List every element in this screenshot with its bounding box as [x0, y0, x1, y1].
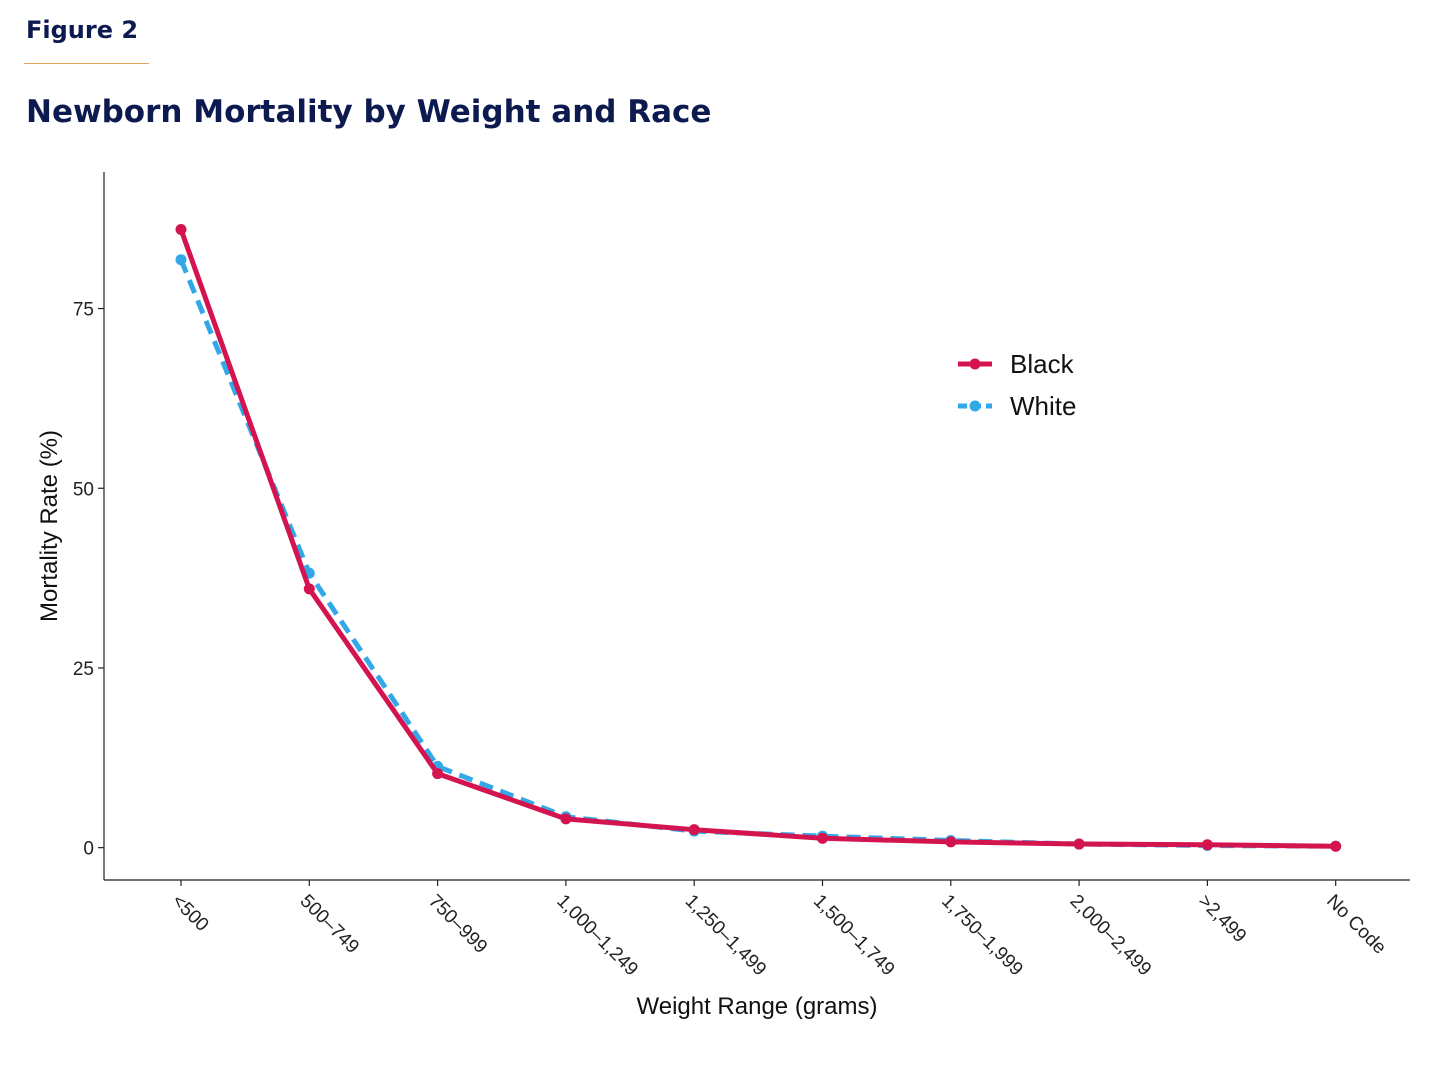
data-point-black	[817, 832, 828, 844]
x-tick-label: 1,750–1,999	[937, 891, 1027, 981]
chart-legend: Black White	[958, 349, 1076, 421]
y-tick-label: 25	[73, 659, 94, 680]
x-tick-label: No Code	[1322, 891, 1390, 959]
x-tick-label: 2,000–2,499	[1066, 891, 1156, 981]
data-point-black	[175, 224, 187, 236]
data-point-black	[560, 813, 572, 825]
x-tick-label: <500	[167, 891, 212, 936]
y-tick-label: 50	[73, 479, 94, 500]
x-tick-label: 1,250–1,499	[681, 891, 771, 981]
x-tick-label: 1,000–1,249	[552, 891, 642, 981]
chart-series	[175, 224, 1342, 852]
figure-label: Figure 2	[26, 16, 139, 44]
x-tick-label: >2,499	[1194, 891, 1250, 947]
legend-label-black: Black	[1010, 349, 1075, 379]
legend-label-white: White	[1010, 391, 1076, 421]
data-point-black	[1073, 838, 1085, 850]
data-point-black	[432, 768, 444, 780]
legend-key-point-black	[969, 358, 981, 370]
x-tick-label: 1,500–1,749	[809, 891, 899, 981]
series-line-black	[178, 228, 1336, 849]
data-point-black	[1201, 839, 1213, 851]
y-tick-label: 75	[73, 300, 94, 321]
x-axis-title: Weight Range (grams)	[637, 993, 878, 1020]
y-tick-label: 0	[83, 839, 94, 860]
x-tick-label: 750–999	[424, 891, 491, 958]
data-point-black	[945, 836, 957, 848]
chart-title: Newborn Mortality by Weight and Race	[26, 94, 712, 130]
data-point-white	[175, 254, 187, 266]
data-point-black	[303, 583, 315, 595]
legend-key-point-white	[969, 400, 981, 412]
y-axis-title: Mortality Rate (%)	[36, 430, 63, 622]
series-line-white	[178, 258, 1336, 849]
data-point-black	[1330, 840, 1342, 852]
figure-label-underline	[24, 63, 149, 64]
x-tick-label: 500–749	[296, 891, 363, 958]
chart-axes: 0 25 50 75 <500 500–749 750–999 1,000–1,249 1,25…	[73, 172, 1410, 980]
data-point-black	[688, 824, 700, 836]
